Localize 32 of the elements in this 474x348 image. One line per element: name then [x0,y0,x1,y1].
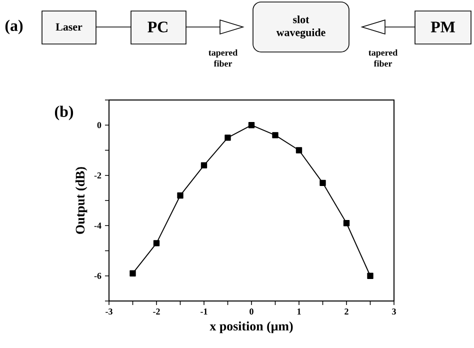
x-tick-label: -1 [200,308,208,314]
point [272,132,278,138]
point [296,147,302,154]
point [224,134,231,141]
x-tick-label: -3 [106,308,112,315]
point [320,180,326,186]
point [367,272,374,279]
y-tick-label: -2 [94,172,102,178]
point [130,270,136,276]
text: (a) [5,20,23,34]
point [177,192,184,199]
text: PC [148,22,168,32]
x-axis-title: x position (μm) [210,321,293,334]
text: slot waveguide [276,16,326,38]
y-tick-label: 0 [97,122,102,128]
y-axis-title: Output (dB) [75,167,88,234]
y-tick-label: -6 [94,272,102,279]
text: tapered fiber [368,49,398,67]
point [200,162,208,168]
point [248,122,255,128]
x-tick-label: 2 [344,308,348,314]
x-tick-label: 0 [250,308,254,315]
point [343,220,350,226]
text: PM [430,22,455,32]
text: (b) [54,106,74,120]
x-tick-label: 3 [392,308,396,315]
x-tick-label: 1 [297,308,301,314]
point [153,240,160,246]
text: tapered fiber [208,49,238,67]
y-tick-label: -4 [94,222,102,229]
x-tick-label: -2 [153,308,160,314]
text: Laser [56,23,82,31]
